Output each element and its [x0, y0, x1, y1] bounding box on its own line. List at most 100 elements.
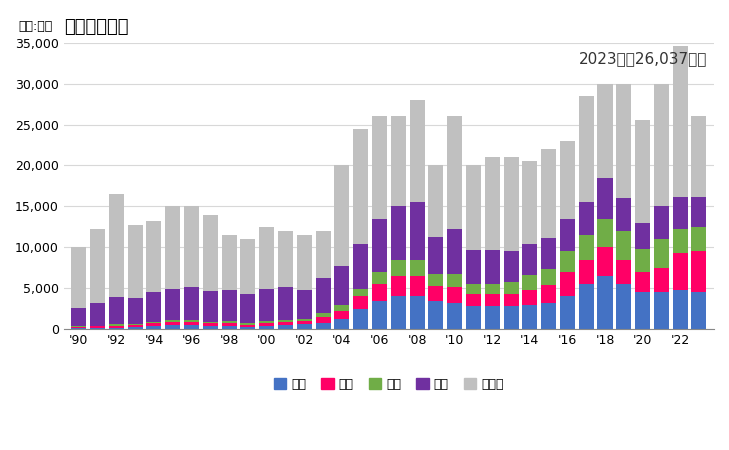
- Bar: [691, 197, 706, 227]
- Bar: [522, 275, 537, 290]
- Bar: [128, 225, 143, 298]
- Bar: [203, 322, 218, 324]
- Bar: [241, 323, 255, 325]
- Bar: [391, 207, 406, 260]
- Bar: [335, 266, 349, 306]
- Bar: [598, 276, 612, 329]
- Bar: [372, 219, 387, 272]
- Bar: [222, 321, 237, 324]
- Bar: [222, 235, 237, 290]
- Bar: [673, 290, 687, 329]
- Bar: [466, 166, 481, 250]
- Bar: [278, 322, 293, 325]
- Bar: [522, 162, 537, 244]
- Bar: [579, 235, 593, 260]
- Bar: [654, 292, 669, 329]
- Bar: [635, 223, 650, 249]
- Bar: [297, 235, 312, 290]
- Bar: [391, 276, 406, 297]
- Bar: [184, 320, 199, 322]
- Bar: [691, 292, 706, 329]
- Bar: [560, 219, 575, 252]
- Bar: [241, 293, 255, 323]
- Bar: [485, 158, 500, 250]
- Bar: [654, 239, 669, 268]
- Bar: [353, 129, 368, 244]
- Bar: [128, 324, 143, 325]
- Bar: [598, 84, 612, 178]
- Bar: [635, 121, 650, 223]
- Bar: [260, 324, 274, 326]
- Bar: [372, 272, 387, 284]
- Text: 輸出量の推移: 輸出量の推移: [63, 18, 128, 36]
- Bar: [579, 202, 593, 235]
- Bar: [560, 272, 575, 297]
- Bar: [147, 292, 161, 322]
- Bar: [541, 149, 556, 238]
- Bar: [504, 251, 518, 282]
- Bar: [560, 141, 575, 219]
- Bar: [353, 244, 368, 289]
- Bar: [109, 297, 124, 324]
- Bar: [297, 324, 312, 329]
- Bar: [109, 194, 124, 297]
- Bar: [504, 158, 518, 251]
- Bar: [184, 325, 199, 329]
- Bar: [203, 291, 218, 322]
- Bar: [90, 328, 105, 329]
- Bar: [485, 284, 500, 294]
- Bar: [297, 290, 312, 319]
- Bar: [165, 289, 180, 320]
- Bar: [541, 285, 556, 303]
- Bar: [541, 269, 556, 285]
- Text: 2023年：26,037トン: 2023年：26,037トン: [579, 51, 708, 66]
- Bar: [128, 325, 143, 327]
- Bar: [335, 311, 349, 320]
- Bar: [654, 268, 669, 292]
- Bar: [410, 297, 424, 329]
- Bar: [560, 297, 575, 329]
- Bar: [184, 207, 199, 287]
- Bar: [260, 326, 274, 329]
- Bar: [522, 244, 537, 275]
- Bar: [71, 326, 86, 327]
- Bar: [429, 274, 443, 286]
- Bar: [616, 231, 631, 260]
- Bar: [504, 282, 518, 294]
- Bar: [260, 289, 274, 321]
- Bar: [147, 324, 161, 326]
- Bar: [90, 229, 105, 302]
- Bar: [335, 166, 349, 266]
- Bar: [447, 117, 462, 230]
- Bar: [165, 325, 180, 329]
- Bar: [90, 302, 105, 325]
- Bar: [278, 231, 293, 287]
- Bar: [222, 326, 237, 329]
- Bar: [353, 309, 368, 329]
- Bar: [410, 276, 424, 297]
- Bar: [579, 96, 593, 202]
- Bar: [598, 248, 612, 276]
- Bar: [203, 326, 218, 329]
- Bar: [466, 284, 481, 294]
- Bar: [71, 327, 86, 328]
- Bar: [391, 260, 406, 276]
- Bar: [353, 289, 368, 297]
- Bar: [429, 286, 443, 301]
- Bar: [579, 260, 593, 284]
- Bar: [241, 327, 255, 329]
- Bar: [316, 317, 331, 323]
- Bar: [466, 306, 481, 329]
- Bar: [353, 297, 368, 309]
- Bar: [184, 287, 199, 320]
- Bar: [447, 303, 462, 329]
- Bar: [616, 260, 631, 284]
- Bar: [297, 321, 312, 324]
- Bar: [429, 237, 443, 274]
- Bar: [278, 287, 293, 320]
- Bar: [447, 274, 462, 287]
- Bar: [260, 227, 274, 289]
- Bar: [410, 260, 424, 276]
- Bar: [165, 320, 180, 322]
- Bar: [203, 324, 218, 326]
